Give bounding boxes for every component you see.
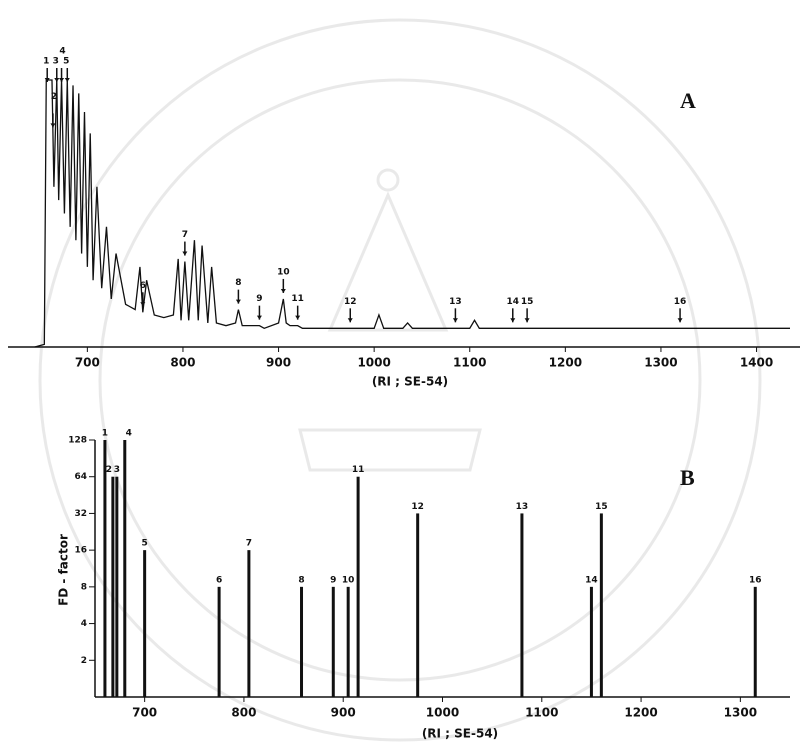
peak-label: 10 xyxy=(277,267,290,277)
x-tick-label: 900 xyxy=(266,356,291,370)
bar-label: 4 xyxy=(126,429,132,439)
x-tick-label: 1300 xyxy=(724,706,757,720)
peak-label: 6 xyxy=(140,281,146,291)
peak-arrow-head xyxy=(281,289,286,293)
peak-arrow-head xyxy=(453,318,458,322)
figure: A (RI ; SE-54) B (RI ; SE-54) FD - facto… xyxy=(0,0,804,746)
bar-label: 13 xyxy=(516,502,529,512)
trace xyxy=(35,80,790,347)
bar-label: 8 xyxy=(298,575,304,585)
peak-label: 14 xyxy=(507,297,520,307)
bar xyxy=(600,513,603,697)
bar xyxy=(590,587,593,697)
bar xyxy=(103,440,106,697)
x-tick-label: 1300 xyxy=(644,356,677,370)
watermark-sun xyxy=(378,170,398,190)
bar-label: 7 xyxy=(246,539,252,549)
peak-label: 4 xyxy=(59,47,65,57)
bar-label: 11 xyxy=(352,465,365,475)
peak-arrow-head xyxy=(236,300,241,304)
bar xyxy=(357,477,360,697)
bar-label: 10 xyxy=(342,575,355,585)
bar xyxy=(111,477,114,697)
peak-arrow-head xyxy=(182,252,187,256)
bar xyxy=(115,477,118,697)
x-tick-label: 800 xyxy=(170,356,195,370)
x-tick-label: 1100 xyxy=(453,356,486,370)
watermark-shape xyxy=(300,195,480,470)
peak-arrow-head xyxy=(54,78,59,82)
peak-arrow-head xyxy=(59,78,64,82)
bar xyxy=(123,440,126,697)
peak-arrow-head xyxy=(140,302,145,306)
peak-arrow-head xyxy=(50,123,55,127)
peak-label: 16 xyxy=(674,297,687,307)
bar-label: 3 xyxy=(114,465,120,475)
x-tick-label: 1000 xyxy=(357,356,390,370)
panel-label: A xyxy=(680,88,696,113)
peak-arrow-head xyxy=(295,316,300,320)
x-axis-label: (RI ; SE-54) xyxy=(422,727,498,741)
bar xyxy=(347,587,350,697)
y-tick-label: 128 xyxy=(68,436,87,446)
x-tick-label: 1200 xyxy=(624,706,657,720)
bar xyxy=(218,587,221,697)
peak-label: 1 xyxy=(43,57,49,67)
y-tick-label: 2 xyxy=(81,656,87,666)
peak-arrow-head xyxy=(257,316,262,320)
x-tick-label: 1000 xyxy=(426,706,459,720)
bar xyxy=(520,513,523,697)
peak-arrow-head xyxy=(65,78,70,82)
bar-label: 14 xyxy=(585,575,598,585)
x-tick-label: 800 xyxy=(231,706,256,720)
peak-label: 8 xyxy=(235,278,241,288)
bar-label: 16 xyxy=(749,575,762,585)
peak-arrow-head xyxy=(510,318,515,322)
x-tick-label: 1100 xyxy=(525,706,558,720)
bar xyxy=(300,587,303,697)
bar-label: 5 xyxy=(142,539,148,549)
y-tick-label: 32 xyxy=(74,509,87,519)
peak-arrow-head xyxy=(525,318,530,322)
peak-label: 12 xyxy=(344,297,357,307)
bar-label: 6 xyxy=(216,575,222,585)
bar-label: 12 xyxy=(411,502,424,512)
peak-label: 11 xyxy=(291,294,304,304)
peak-label: 15 xyxy=(521,297,534,307)
bar xyxy=(754,587,757,697)
y-tick-label: 64 xyxy=(74,472,87,482)
peak-arrow-head xyxy=(348,318,353,322)
x-axis-label: (RI ; SE-54) xyxy=(372,375,448,389)
y-tick-label: 8 xyxy=(81,582,87,592)
peak-label: 3 xyxy=(53,57,59,67)
x-tick-label: 700 xyxy=(132,706,157,720)
bar-label: 15 xyxy=(595,502,608,512)
bar xyxy=(332,587,335,697)
page: A (RI ; SE-54) B (RI ; SE-54) FD - facto… xyxy=(0,0,804,746)
peak-label: 7 xyxy=(182,230,188,240)
bar xyxy=(247,550,250,697)
bar-label: 2 xyxy=(106,465,112,475)
bar-label: 9 xyxy=(330,575,336,585)
panel-label: B xyxy=(680,465,695,490)
x-tick-label: 900 xyxy=(331,706,356,720)
x-tick-label: 700 xyxy=(75,356,100,370)
peak-label: 5 xyxy=(63,57,69,67)
y-tick-label: 4 xyxy=(81,619,87,629)
bar-label: 1 xyxy=(102,429,108,439)
bar xyxy=(143,550,146,697)
peak-label: 9 xyxy=(256,294,262,304)
x-tick-label: 1400 xyxy=(740,356,773,370)
x-tick-label: 1200 xyxy=(549,356,582,370)
y-tick-label: 16 xyxy=(74,546,87,556)
bar xyxy=(416,513,419,697)
peak-label: 2 xyxy=(51,92,57,102)
peak-label: 13 xyxy=(449,297,462,307)
y-axis-label: FD - factor xyxy=(57,534,71,606)
peak-arrow-head xyxy=(678,318,683,322)
